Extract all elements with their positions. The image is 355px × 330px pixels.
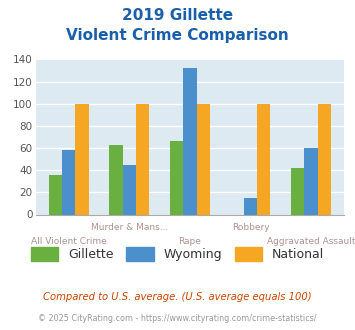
Text: © 2025 CityRating.com - https://www.cityrating.com/crime-statistics/: © 2025 CityRating.com - https://www.city… [38, 314, 317, 323]
Bar [257, 104, 271, 214]
Text: Aggravated Assault: Aggravated Assault [267, 237, 355, 246]
Bar [76, 104, 89, 214]
Text: Compared to U.S. average. (U.S. average equals 100): Compared to U.S. average. (U.S. average … [43, 292, 312, 302]
Legend: Gillette, Wyoming, National: Gillette, Wyoming, National [26, 242, 329, 266]
Bar [197, 104, 210, 214]
Text: Murder & Mans...: Murder & Mans... [91, 223, 168, 232]
Bar [183, 68, 197, 215]
Text: Robbery: Robbery [232, 223, 269, 232]
Text: All Violent Crime: All Violent Crime [31, 237, 107, 246]
Bar [244, 198, 257, 214]
Text: Violent Crime Comparison: Violent Crime Comparison [66, 28, 289, 43]
Bar [304, 148, 318, 214]
Text: Rape: Rape [179, 237, 201, 246]
Bar [318, 104, 331, 214]
Bar [49, 175, 62, 215]
Bar [109, 145, 123, 214]
Bar [291, 168, 304, 214]
Bar [62, 150, 76, 214]
Bar [170, 141, 183, 214]
Text: 2019 Gillette: 2019 Gillette [122, 8, 233, 23]
Bar [123, 165, 136, 214]
Bar [136, 104, 149, 214]
